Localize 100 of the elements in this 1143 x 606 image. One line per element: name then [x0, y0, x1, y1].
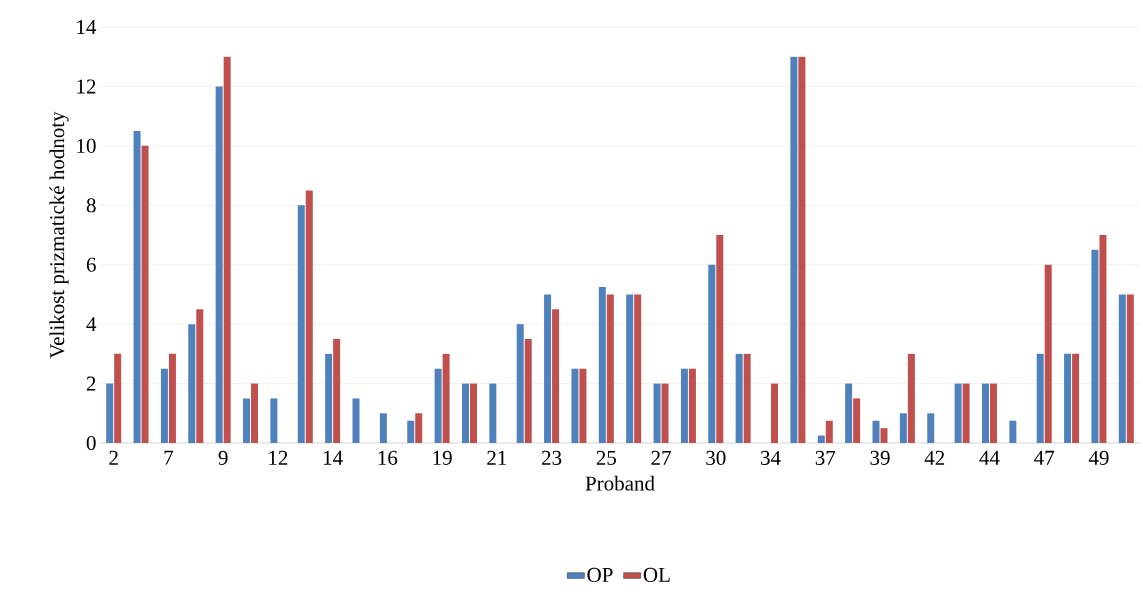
bar — [845, 383, 853, 443]
x-tick-label: 25 — [596, 450, 616, 465]
y-tick-label: 12 — [77, 79, 96, 94]
bar — [981, 383, 989, 443]
bar — [653, 383, 661, 443]
bar — [1036, 353, 1044, 443]
x-tick-label: 27 — [651, 450, 671, 465]
bar — [325, 353, 333, 443]
x-tick-label: 14 — [323, 450, 343, 465]
bar — [1091, 249, 1099, 443]
bar — [790, 56, 798, 443]
bar — [1009, 420, 1017, 443]
bar — [168, 353, 176, 443]
bar — [270, 398, 278, 443]
x-tick-label: 37 — [815, 450, 836, 465]
bar — [907, 353, 915, 443]
x-tick-label: 2 — [109, 450, 118, 465]
legend-label: OP — [587, 567, 613, 582]
bar — [1072, 353, 1080, 443]
x-tick-label: 30 — [706, 450, 726, 465]
bar — [872, 420, 880, 443]
bar — [251, 383, 259, 443]
y-tick-label: 8 — [86, 198, 96, 213]
bar — [544, 294, 552, 443]
bar — [579, 368, 587, 443]
bar — [188, 324, 196, 443]
bar — [461, 383, 469, 443]
bar — [223, 56, 231, 443]
bar — [196, 309, 204, 443]
y-tick-label: 0 — [86, 435, 96, 451]
x-tick-label: 16 — [378, 450, 398, 465]
bar — [516, 324, 524, 443]
y-tick-label: 4 — [86, 317, 97, 332]
bar — [524, 339, 532, 443]
bar — [407, 420, 415, 443]
bar — [825, 420, 833, 443]
bar — [415, 413, 423, 443]
bar — [954, 383, 962, 443]
bar — [661, 383, 669, 443]
y-axis-title: Velikost prizmatické hodnoty — [49, 111, 69, 359]
bar — [352, 398, 360, 443]
bar — [215, 86, 223, 443]
bar — [743, 353, 751, 443]
x-tick-label: 47 — [1034, 450, 1055, 465]
bar — [1044, 264, 1052, 443]
bar — [469, 383, 477, 443]
bar — [1099, 235, 1107, 443]
bar — [880, 428, 888, 443]
bar — [735, 353, 743, 443]
bar — [708, 264, 716, 443]
x-tick-label: 42 — [924, 450, 945, 465]
bar — [571, 368, 579, 443]
x-tick-label: 34 — [761, 450, 781, 465]
x-tick-label: 12 — [269, 450, 288, 465]
bar — [598, 287, 606, 443]
bar — [552, 309, 560, 443]
bar — [141, 145, 149, 443]
bar — [1064, 353, 1072, 443]
bar — [379, 413, 387, 443]
bar — [1118, 294, 1126, 443]
x-tick-label: 49 — [1088, 450, 1109, 465]
bar — [962, 383, 970, 443]
x-tick-label: 21 — [487, 450, 507, 465]
bar — [688, 368, 696, 443]
bar — [434, 368, 442, 443]
x-tick-label: 39 — [870, 450, 890, 465]
y-tick-label: 6 — [86, 257, 96, 272]
bar — [606, 294, 614, 443]
bar — [333, 339, 341, 443]
bar — [114, 353, 122, 443]
bar — [853, 398, 861, 443]
x-tick-label: 7 — [164, 450, 174, 465]
bar — [160, 368, 168, 443]
bar — [1126, 294, 1134, 443]
bar — [634, 294, 642, 443]
bar — [305, 190, 313, 443]
bar — [297, 205, 305, 443]
y-tick-label: 14 — [77, 20, 97, 34]
bar — [899, 413, 907, 443]
bar — [442, 353, 450, 443]
bar — [106, 383, 114, 443]
x-tick-label: 9 — [218, 450, 228, 465]
bar — [817, 435, 825, 443]
bar — [716, 235, 724, 443]
legend-label: OL — [643, 567, 670, 582]
bar — [489, 383, 497, 443]
bar — [771, 383, 779, 443]
y-tick-label: 10 — [77, 138, 96, 153]
bar — [680, 368, 688, 443]
x-tick-label: 44 — [979, 450, 1000, 465]
bar — [133, 131, 141, 443]
x-tick-label: 23 — [542, 450, 562, 465]
y-tick-label: 2 — [86, 376, 96, 391]
bar — [798, 56, 806, 443]
bar — [927, 413, 935, 443]
x-tick-label: 19 — [433, 450, 452, 465]
x-axis-title: Proband — [585, 475, 655, 491]
bar — [989, 383, 997, 443]
bar — [243, 398, 251, 443]
bar — [626, 294, 634, 443]
